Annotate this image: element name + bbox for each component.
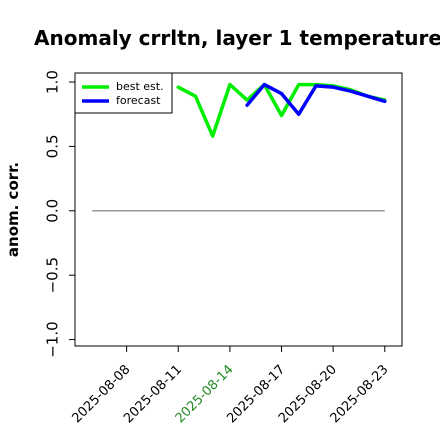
y-tick-label: −0.5 [44, 257, 62, 293]
y-tick-label: 0.5 [44, 134, 62, 158]
series-line-1 [245, 82, 387, 116]
legend-label: best est. [116, 80, 164, 93]
y-axis-label: anom. corr. [4, 162, 22, 257]
legend-box [74, 72, 173, 114]
legend: best est.forecast [74, 72, 173, 114]
y-tick-label: 1.0 [44, 70, 62, 94]
plot-marks: −1.0−0.50.00.51.02025-08-082025-08-11202… [44, 70, 392, 426]
legend-label: forecast [116, 94, 161, 107]
plot-frame [74, 72, 403, 347]
y-tick-label: −1.0 [44, 321, 62, 357]
chart-title: Anomaly crrltn, layer 1 temperature [34, 26, 440, 50]
y-tick-label: 0.0 [44, 199, 62, 223]
